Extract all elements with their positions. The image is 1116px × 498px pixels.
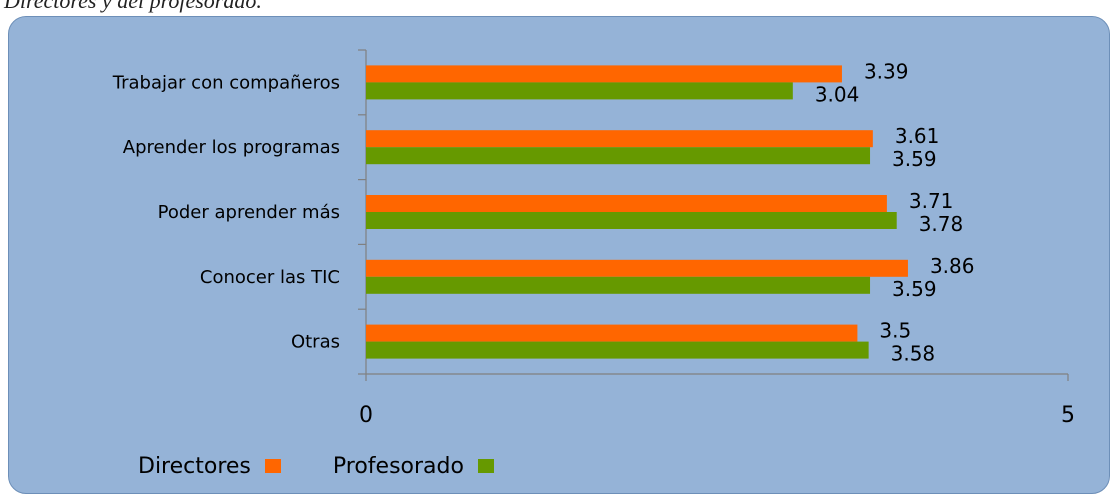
bar-profesorado (366, 82, 793, 100)
labels: 0 5 Trabajar con compañeros 3.393.04 Aprende… (112, 59, 1075, 428)
bar-profesorado (366, 147, 871, 165)
chart-panel (8, 16, 1110, 494)
bar-profesorado (366, 341, 869, 359)
category-label: Conocer las TIC (200, 267, 340, 288)
legend-label-directores: Directores (138, 453, 251, 479)
legend-item-profesorado: Profesorado (333, 454, 494, 479)
bar-profesorado (366, 212, 897, 229)
category-label: Poder aprender más (158, 202, 340, 223)
data-label-directores: 3.39 (864, 59, 909, 83)
bar-directores (366, 130, 873, 148)
x-tick-label: 5 (1061, 403, 1075, 428)
data-label-profesorado: 3.59 (892, 277, 937, 301)
legend-swatch-profesorado (477, 459, 494, 473)
bar-directores (366, 259, 908, 277)
data-label-directores: 3.5 (879, 319, 911, 343)
data-label-profesorado: 3.04 (815, 82, 860, 106)
legend-swatch-directores (264, 459, 281, 473)
bar-directores (366, 324, 858, 342)
category-label: Otras (291, 332, 340, 353)
data-label-profesorado: 3.58 (891, 342, 936, 366)
bar-directores (366, 65, 842, 83)
bar-profesorado (366, 276, 871, 294)
legend-item-directores: Directores (138, 454, 281, 479)
chart-caption: Directores y del profesorado. (4, 0, 262, 13)
data-label-profesorado: 3.78 (919, 212, 964, 236)
legend-label-profesorado: Profesorado (332, 453, 464, 479)
x-tick-label: 0 (359, 403, 373, 428)
legend: Directores Profesorado (138, 446, 546, 486)
data-label-directores: 3.61 (895, 124, 940, 148)
bars (366, 65, 908, 359)
data-label-directores: 3.86 (930, 254, 975, 278)
data-label-profesorado: 3.59 (892, 147, 937, 171)
category-label: Aprender los programas (123, 137, 340, 158)
data-label-directores: 3.71 (909, 189, 954, 213)
category-label: Trabajar con compañeros (112, 72, 340, 93)
bar-directores (366, 195, 887, 212)
